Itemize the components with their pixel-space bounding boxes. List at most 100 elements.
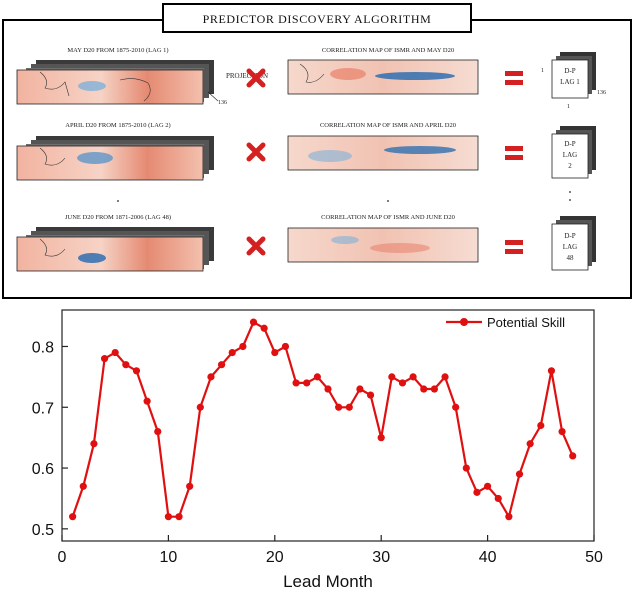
data-point [175, 513, 183, 521]
row-3-right-label: CORRELATION MAP OF ISMR AND JUNE D20 [321, 214, 455, 221]
data-point [356, 385, 364, 393]
x-tick-label: 40 [479, 549, 497, 566]
row-2-equals-icon [505, 146, 523, 160]
x-tick-label: 0 [58, 549, 67, 566]
row-3-equals-icon [505, 240, 523, 254]
data-point [228, 348, 236, 357]
data-point [569, 452, 577, 460]
data-point [462, 464, 470, 472]
row-1-stack [16, 60, 214, 105]
row-1-equals-icon [505, 71, 523, 85]
data-point [398, 379, 407, 387]
row-3-left-label: JUNE D20 FROM 1871-2006 (LAG 48) [65, 214, 171, 221]
data-point [154, 427, 162, 436]
x-axis-ticks: 0 10 20 30 40 50 [58, 535, 603, 566]
data-point [143, 397, 151, 405]
data-point [313, 373, 321, 381]
row-2-result-line-2: LAG [563, 151, 577, 159]
dim-label-right: 136 [597, 90, 606, 96]
row-2-result-box: D-P LAG 2 [551, 126, 596, 179]
row-2-left-label: APRIL D20 FROM 1875-2010 (LAG 2) [65, 122, 170, 129]
data-point [186, 482, 194, 490]
y-tick-label: 0.5 [32, 522, 54, 539]
x-tick-label: 50 [585, 549, 603, 566]
data-point [537, 421, 545, 430]
data-point [249, 318, 258, 326]
data-point [473, 488, 481, 496]
data-point [281, 342, 290, 351]
y-tick-label: 0.6 [32, 461, 54, 478]
data-point [260, 324, 268, 332]
y-tick-label: 0.7 [32, 400, 54, 417]
data-point [271, 348, 279, 357]
data-point [505, 513, 513, 521]
data-point [377, 434, 385, 442]
row-1-left-label: MAY D20 FROM 1875-2010 (LAG 1) [67, 47, 168, 54]
data-point [218, 361, 226, 369]
axis-mark-vertical: 1 [541, 68, 544, 74]
data-point [122, 361, 130, 369]
data-point [452, 403, 460, 411]
data-point [90, 440, 98, 448]
row-3-result-line-3: 48 [567, 254, 575, 262]
data-point [515, 470, 524, 478]
data-point [484, 482, 492, 490]
x-tick-label: 30 [372, 549, 390, 566]
predictor-discovery-diagram: PREDICTOR DISCOVERY ALGORITHM MAY D20 FR… [2, 3, 632, 299]
row-2-cross-icon [246, 142, 266, 162]
data-point [111, 348, 119, 357]
data-point [547, 367, 556, 375]
y-tick-label: 0.8 [32, 339, 54, 356]
row-1-d20-map [16, 69, 204, 105]
data-point [345, 403, 353, 411]
data-point [324, 385, 332, 393]
row-1-cross-icon [246, 68, 266, 88]
row-3-result-line-1: D-P [564, 232, 575, 240]
row-3-d20-map [16, 236, 204, 272]
row-3: JUNE D20 FROM 1871-2006 (LAG 48) CORRELA… [16, 214, 596, 272]
x-tick-label: 10 [160, 549, 178, 566]
data-point [100, 355, 109, 363]
data-point [303, 379, 311, 387]
data-point [79, 482, 87, 490]
row-2-d20-map [16, 145, 204, 181]
data-point [207, 373, 215, 381]
data-point [335, 403, 343, 411]
data-point [526, 440, 534, 448]
legend-label-potential-skill: Potential Skill [487, 315, 565, 330]
row-3-cross-icon [246, 236, 266, 256]
row-1: MAY D20 FROM 1875-2010 (LAG 1) PROJECTIO… [16, 47, 606, 110]
data-point [558, 427, 566, 436]
row-1-result-line-1: D-P [564, 67, 575, 75]
data-point [409, 373, 417, 381]
data-point [292, 379, 300, 387]
data-point [196, 403, 204, 411]
ellipsis-dots [117, 191, 571, 202]
data-point [441, 373, 449, 381]
data-point [420, 385, 428, 393]
y-axis-ticks: 0.5 0.6 0.7 0.8 [32, 339, 68, 539]
plot-area [61, 309, 595, 542]
legend: Potential Skill [446, 315, 565, 330]
row-1-result-line-2: LAG 1 [560, 78, 580, 86]
data-point [430, 385, 438, 393]
series-potential-skill [69, 318, 577, 521]
diagram-title: PREDICTOR DISCOVERY ALGORITHM [203, 12, 432, 26]
data-point [239, 342, 247, 351]
row-2-result-line-1: D-P [564, 140, 575, 148]
row-1-result-box: D-P LAG 1 [551, 52, 596, 99]
diagram-title-box [162, 3, 472, 33]
data-point [69, 513, 77, 521]
data-point [366, 391, 375, 399]
axis-mark-horizontal: 1 [567, 104, 570, 110]
row-2: APRIL D20 FROM 1875-2010 (LAG 2) CORRELA… [16, 122, 596, 181]
row-2-result-line-3: 2 [568, 162, 572, 170]
row-1-right-label: CORRELATION MAP OF ISMR AND MAY D20 [322, 47, 454, 54]
row-3-result-box: D-P LAG 48 [551, 216, 596, 271]
data-point [494, 494, 502, 503]
x-tick-label: 20 [266, 549, 284, 566]
row-3-result-line-2: LAG [563, 243, 577, 251]
projection-label: PROJECTION [226, 72, 268, 80]
data-point [388, 373, 396, 381]
row-2-right-label: CORRELATION MAP OF ISMR AND APRIL D20 [320, 122, 456, 129]
